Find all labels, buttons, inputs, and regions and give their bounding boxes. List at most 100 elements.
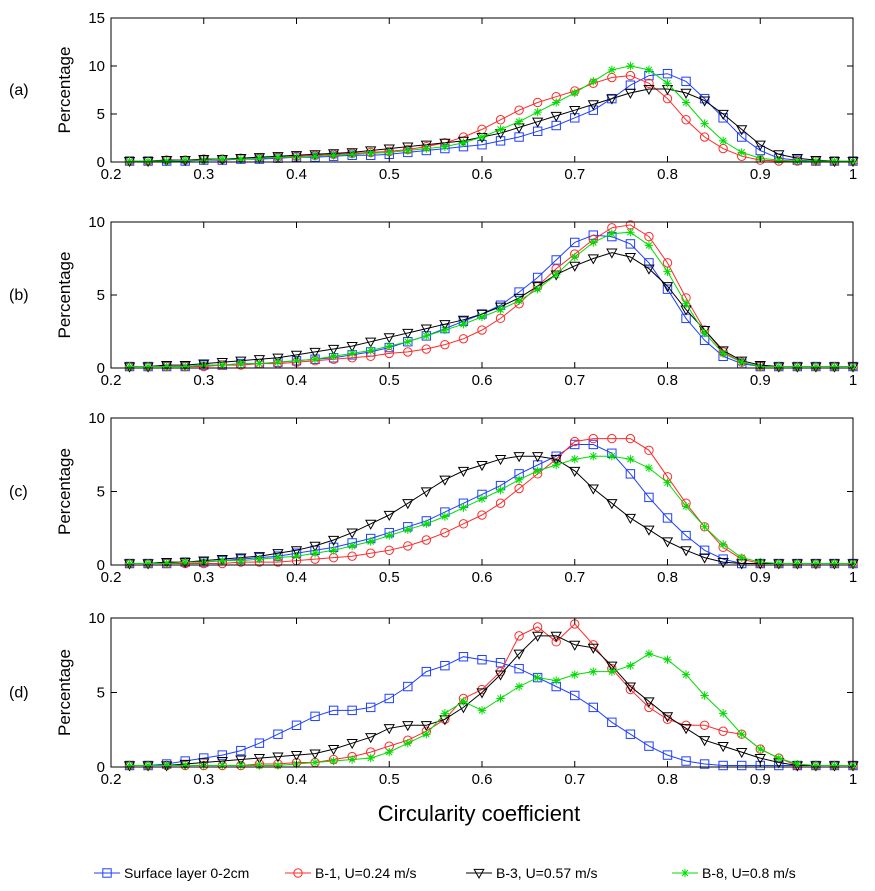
x-tick-label: 0.4 xyxy=(286,569,307,586)
data-point xyxy=(644,702,654,713)
y-tick-label: 10 xyxy=(88,610,105,627)
x-tick-label: 0.7 xyxy=(564,372,585,389)
x-tick-label: 0.5 xyxy=(379,166,400,183)
data-point xyxy=(607,452,617,461)
series-line xyxy=(129,623,853,766)
data-point xyxy=(477,312,487,322)
x-tick-label: 0.2 xyxy=(101,372,122,389)
x-tick-label: 0.2 xyxy=(101,166,122,183)
data-point xyxy=(327,535,340,547)
data-point xyxy=(218,154,227,164)
data-point xyxy=(383,724,395,735)
data-point xyxy=(514,296,524,306)
legend-marker xyxy=(293,868,303,878)
data-point xyxy=(402,328,414,339)
data-point xyxy=(625,469,636,479)
data-point xyxy=(551,637,561,647)
legend-marker xyxy=(473,868,485,880)
legend-entry-b-1-u-0-24-m-s: B-1, U=0.24 m/s xyxy=(285,865,417,881)
data-point xyxy=(681,756,691,766)
data-point xyxy=(365,519,377,530)
series-line xyxy=(129,653,853,766)
data-point xyxy=(569,640,581,651)
data-point xyxy=(366,548,376,558)
data-point xyxy=(494,455,507,466)
data-point xyxy=(830,156,839,166)
series-line xyxy=(129,75,853,162)
data-point xyxy=(160,557,173,569)
data-point xyxy=(793,559,802,568)
data-point xyxy=(459,320,468,329)
data-point xyxy=(698,96,711,107)
data-point xyxy=(644,258,654,268)
series-b-1-u-0-24-m-s xyxy=(124,619,858,771)
data-point xyxy=(699,759,710,769)
data-point xyxy=(420,140,433,151)
data-point xyxy=(737,553,746,562)
data-point xyxy=(663,655,672,664)
data-point xyxy=(236,745,246,756)
data-point xyxy=(218,360,227,370)
data-point xyxy=(736,125,748,136)
panel-a: 0.2 0.3 0.4 0.5 0.6 0.7 0.8 0.9 1051015Percentag… xyxy=(9,10,859,183)
x-tick-label: 1 xyxy=(849,569,857,586)
data-point xyxy=(589,667,598,676)
data-point xyxy=(533,466,542,476)
data-point xyxy=(160,360,173,372)
data-point xyxy=(440,512,450,521)
data-point xyxy=(644,741,654,751)
series-line xyxy=(129,455,853,564)
data-point xyxy=(162,362,171,371)
data-point xyxy=(439,138,451,149)
y-tick-label: 10 xyxy=(88,410,105,427)
data-point xyxy=(531,631,544,642)
y-tick-label: 5 xyxy=(97,484,105,501)
data-point xyxy=(273,553,283,562)
data-point xyxy=(143,761,153,770)
series-line xyxy=(129,65,853,162)
series-b-8-u-0-8-m-s xyxy=(125,61,858,166)
data-point xyxy=(717,109,729,121)
x-tick-label: 0.5 xyxy=(379,569,400,586)
x-tick-label: 0.3 xyxy=(193,166,214,183)
series-line xyxy=(129,73,853,162)
x-tick-label: 0.3 xyxy=(193,569,214,586)
series-b-1-u-0-24-m-s xyxy=(124,70,858,166)
data-point xyxy=(643,697,655,708)
data-point xyxy=(403,541,413,551)
data-point xyxy=(661,712,674,723)
x-tick-label: 0.6 xyxy=(472,372,493,389)
data-point xyxy=(255,554,264,564)
series-line xyxy=(129,656,853,766)
data-point xyxy=(626,228,635,237)
data-point xyxy=(216,555,228,566)
data-point xyxy=(680,546,692,557)
data-point xyxy=(700,522,709,531)
data-point xyxy=(570,439,580,450)
data-point xyxy=(403,525,412,534)
legend-marker xyxy=(680,868,690,878)
data-point xyxy=(533,673,542,682)
data-point xyxy=(421,344,432,354)
data-point xyxy=(366,537,375,546)
data-point xyxy=(459,503,468,512)
x-tick-label: 0.3 xyxy=(193,372,214,389)
data-point xyxy=(644,78,654,88)
data-point xyxy=(514,682,524,691)
data-point xyxy=(698,736,711,747)
data-point xyxy=(143,559,153,568)
data-point xyxy=(624,88,637,99)
data-point xyxy=(422,144,431,153)
data-point xyxy=(402,142,414,153)
data-point xyxy=(662,513,673,523)
data-point xyxy=(587,100,599,111)
x-tick-label: 0.9 xyxy=(750,166,771,183)
data-point xyxy=(292,551,301,561)
data-point xyxy=(421,535,432,545)
data-point xyxy=(477,132,487,142)
data-point xyxy=(718,726,728,736)
data-point xyxy=(459,138,468,147)
data-point xyxy=(606,499,618,510)
series-b-3-u-0-57-m-s xyxy=(123,248,859,373)
